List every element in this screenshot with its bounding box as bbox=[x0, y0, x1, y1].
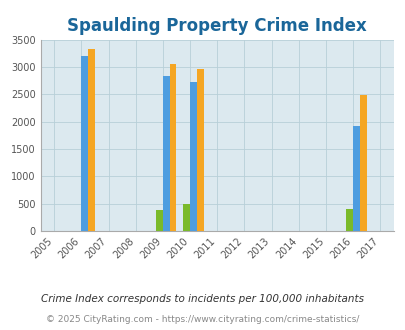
Text: © 2025 CityRating.com - https://www.cityrating.com/crime-statistics/: © 2025 CityRating.com - https://www.city… bbox=[46, 315, 359, 324]
Bar bbox=[345, 209, 352, 231]
Bar bbox=[359, 95, 366, 231]
Text: Crime Index corresponds to incidents per 100,000 inhabitants: Crime Index corresponds to incidents per… bbox=[41, 294, 364, 304]
Bar bbox=[88, 49, 95, 231]
Bar bbox=[169, 64, 176, 231]
Bar bbox=[352, 126, 359, 231]
Bar bbox=[81, 56, 88, 231]
Bar bbox=[156, 210, 162, 231]
Title: Spaulding Property Crime Index: Spaulding Property Crime Index bbox=[67, 17, 366, 35]
Bar bbox=[196, 69, 203, 231]
Bar bbox=[162, 76, 169, 231]
Bar bbox=[183, 204, 190, 231]
Bar bbox=[190, 82, 196, 231]
